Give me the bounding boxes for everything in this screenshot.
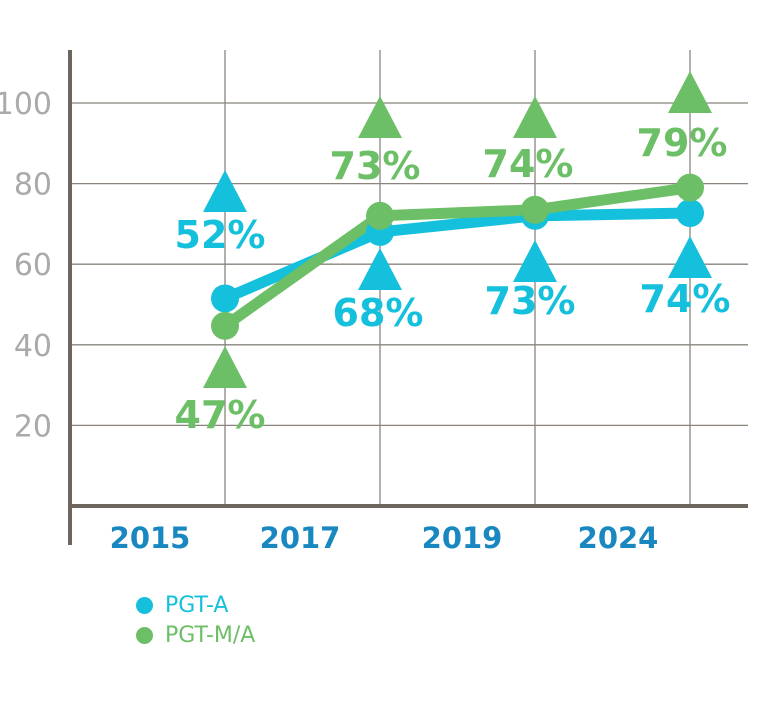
data-point — [676, 173, 704, 202]
legend-item-pgt-a: PGT-A — [136, 590, 255, 620]
data-label: 79% — [637, 121, 728, 165]
triangle-up-icon — [668, 71, 712, 113]
data-point — [676, 199, 704, 228]
y-tick-label: 80 — [14, 168, 52, 203]
triangle-up-icon — [358, 96, 402, 138]
data-label: 47% — [175, 393, 266, 437]
data-point — [366, 201, 394, 230]
legend: PGT-A PGT-M/A — [136, 590, 255, 650]
data-point — [211, 284, 239, 313]
data-label: 74% — [640, 277, 731, 321]
triangle-up-icon — [203, 170, 247, 212]
x-tick-label: 2019 — [422, 521, 503, 555]
data-label: 74% — [483, 142, 574, 186]
data-label: 73% — [485, 279, 576, 323]
triangle-up-icon — [203, 346, 247, 388]
triangle-up-icon — [513, 240, 557, 282]
x-tick-label: 2015 — [110, 521, 191, 555]
data-point — [521, 195, 549, 224]
legend-item-pgt-ma: PGT-M/A — [136, 620, 255, 650]
data-label: 68% — [333, 291, 424, 335]
x-tick-label: 2024 — [578, 521, 659, 555]
y-tick-label: 40 — [14, 329, 52, 364]
x-tick-label: 2017 — [260, 521, 341, 555]
y-tick-label: 20 — [14, 409, 52, 444]
legend-marker-icon — [136, 626, 153, 644]
data-label: 73% — [330, 144, 421, 188]
triangle-up-icon — [513, 96, 557, 138]
y-tick-label: 100 — [0, 87, 52, 122]
data-label: 52% — [175, 213, 266, 257]
series-line-pgtma — [221, 182, 691, 331]
legend-label: PGT-M/A — [165, 622, 256, 648]
data-point — [211, 311, 239, 340]
triangle-up-icon — [358, 248, 402, 290]
series-line-pgta — [222, 207, 691, 304]
legend-label: PGT-A — [165, 592, 229, 618]
triangle-up-icon — [668, 236, 712, 278]
legend-marker-icon — [136, 596, 153, 614]
y-tick-label: 60 — [14, 248, 52, 283]
